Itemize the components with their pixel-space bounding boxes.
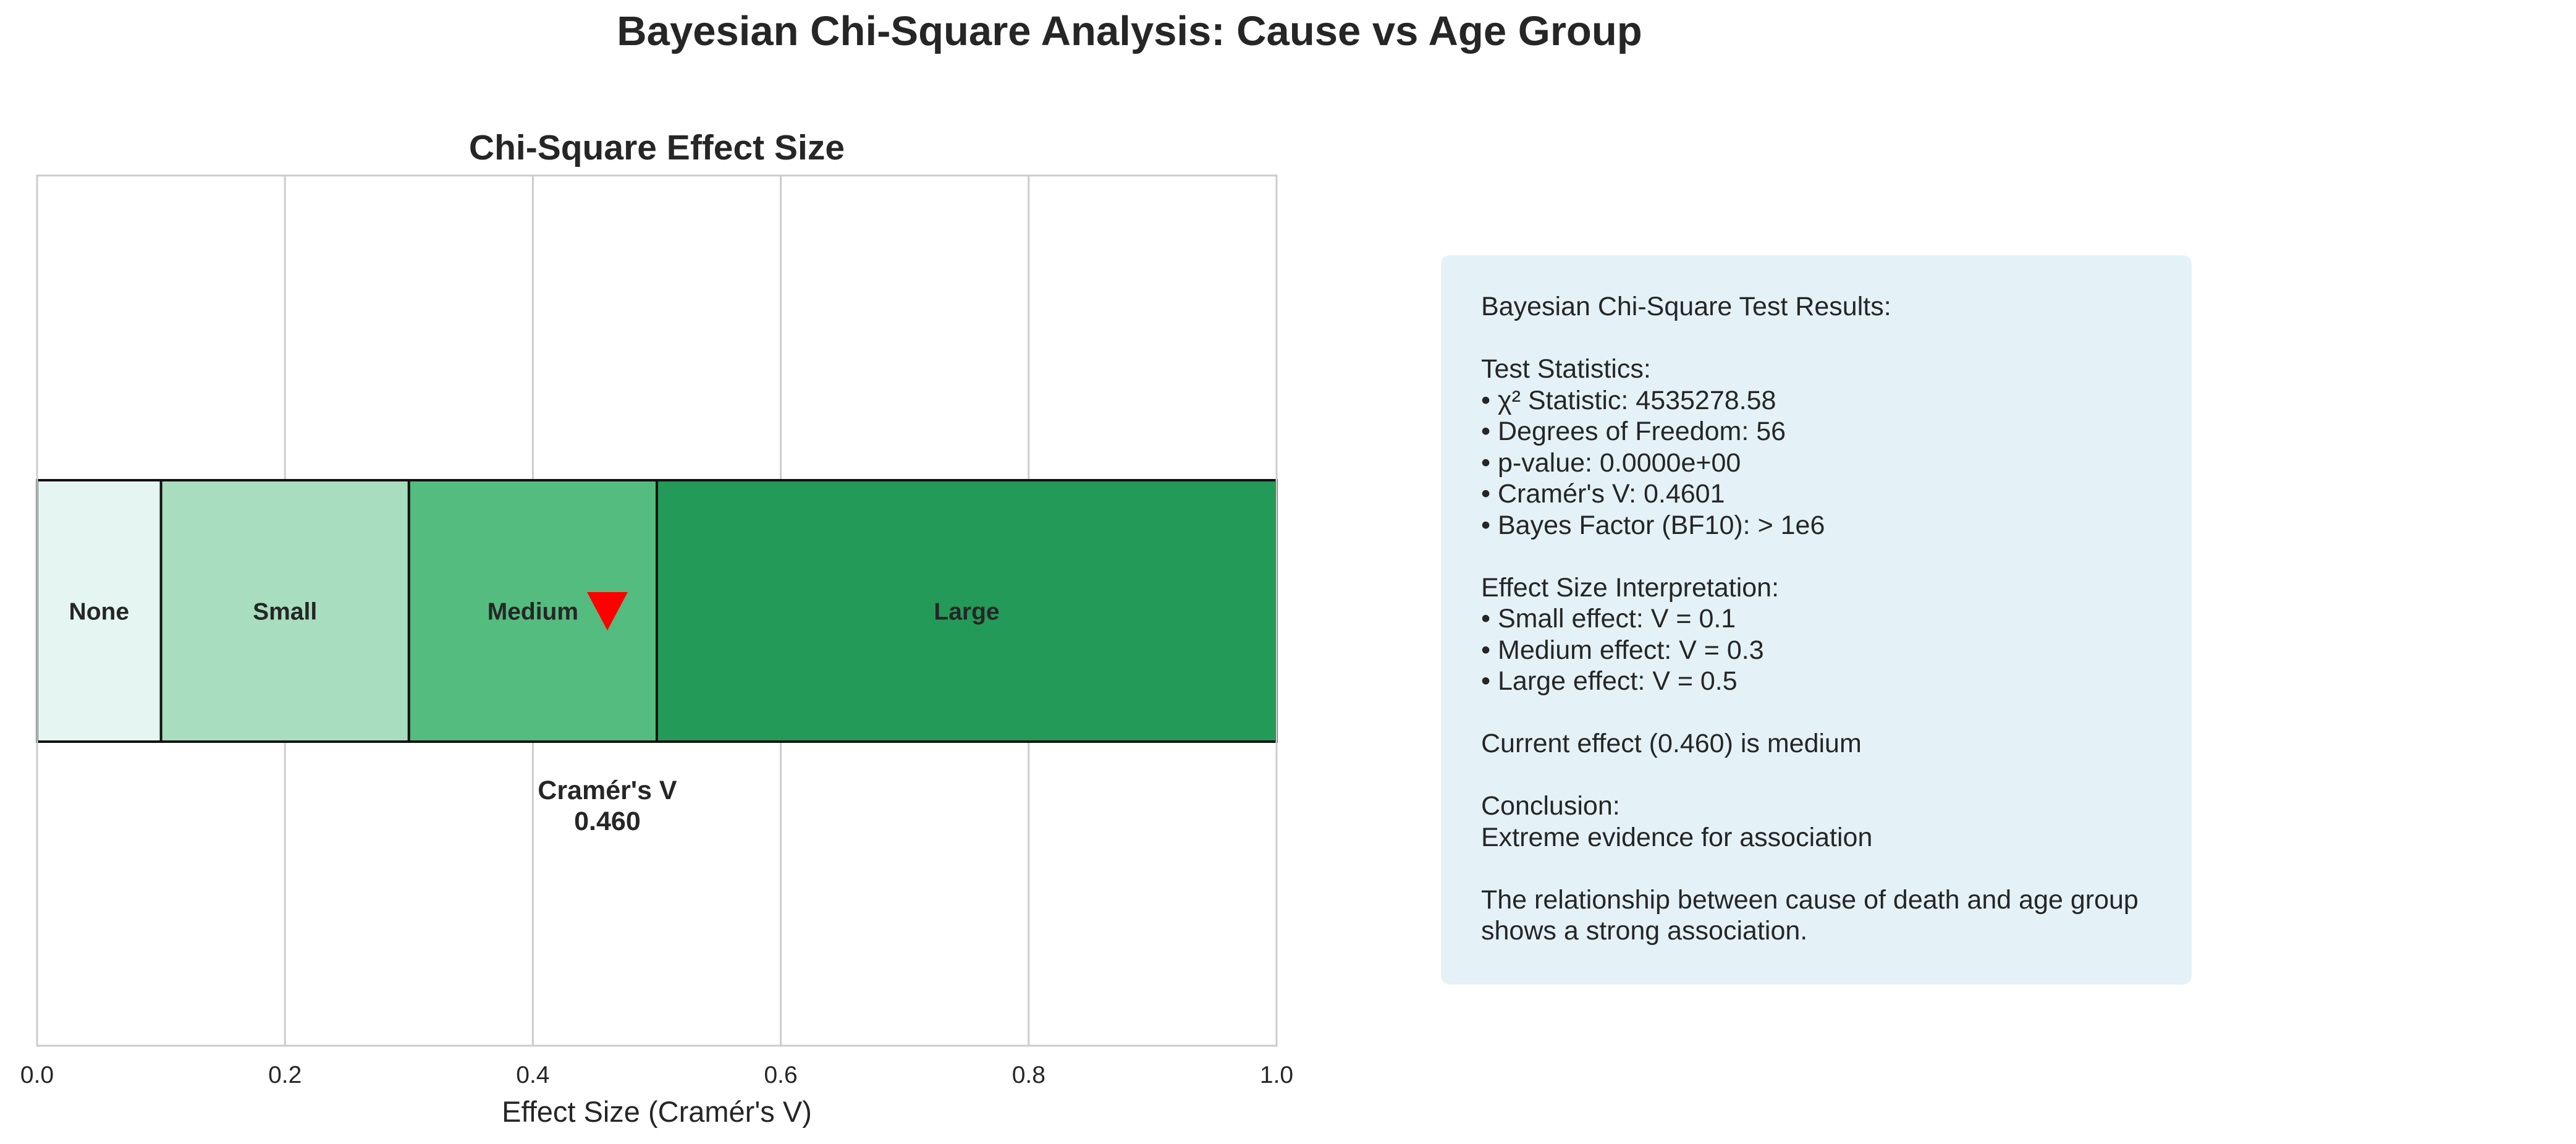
x-tick-label: 0.4 (516, 1062, 549, 1088)
x-tick-label: 0.8 (1012, 1062, 1045, 1088)
plot-frame (36, 174, 1278, 1047)
x-tick-label: 1.0 (1260, 1062, 1293, 1088)
results-panel: Bayesian Chi-Square Test Results: Test S… (1441, 255, 2192, 985)
x-axis-label: Effect Size (Cramér's V) (502, 1095, 812, 1128)
results-text: Bayesian Chi-Square Test Results: Test S… (1481, 292, 2139, 946)
segment-label-none: None (69, 599, 130, 625)
effect-marker (586, 592, 628, 630)
segment-none (36, 479, 163, 743)
x-tick-label: 0.0 (20, 1062, 54, 1088)
chart-title: Chi-Square Effect Size (469, 128, 845, 167)
segment-label-medium: Medium (488, 599, 578, 625)
segment-large (656, 479, 1278, 743)
segment-label-small: Small (253, 599, 317, 625)
segment-label-large: Large (934, 599, 999, 625)
x-tick-label: 0.6 (764, 1062, 797, 1088)
figure-suptitle: Bayesian Chi-Square Analysis: Cause vs A… (617, 8, 1642, 54)
x-tick-label: 0.2 (268, 1062, 302, 1088)
marker-label-value: 0.460 (574, 807, 641, 836)
marker-label-title: Cramér's V (538, 776, 677, 805)
